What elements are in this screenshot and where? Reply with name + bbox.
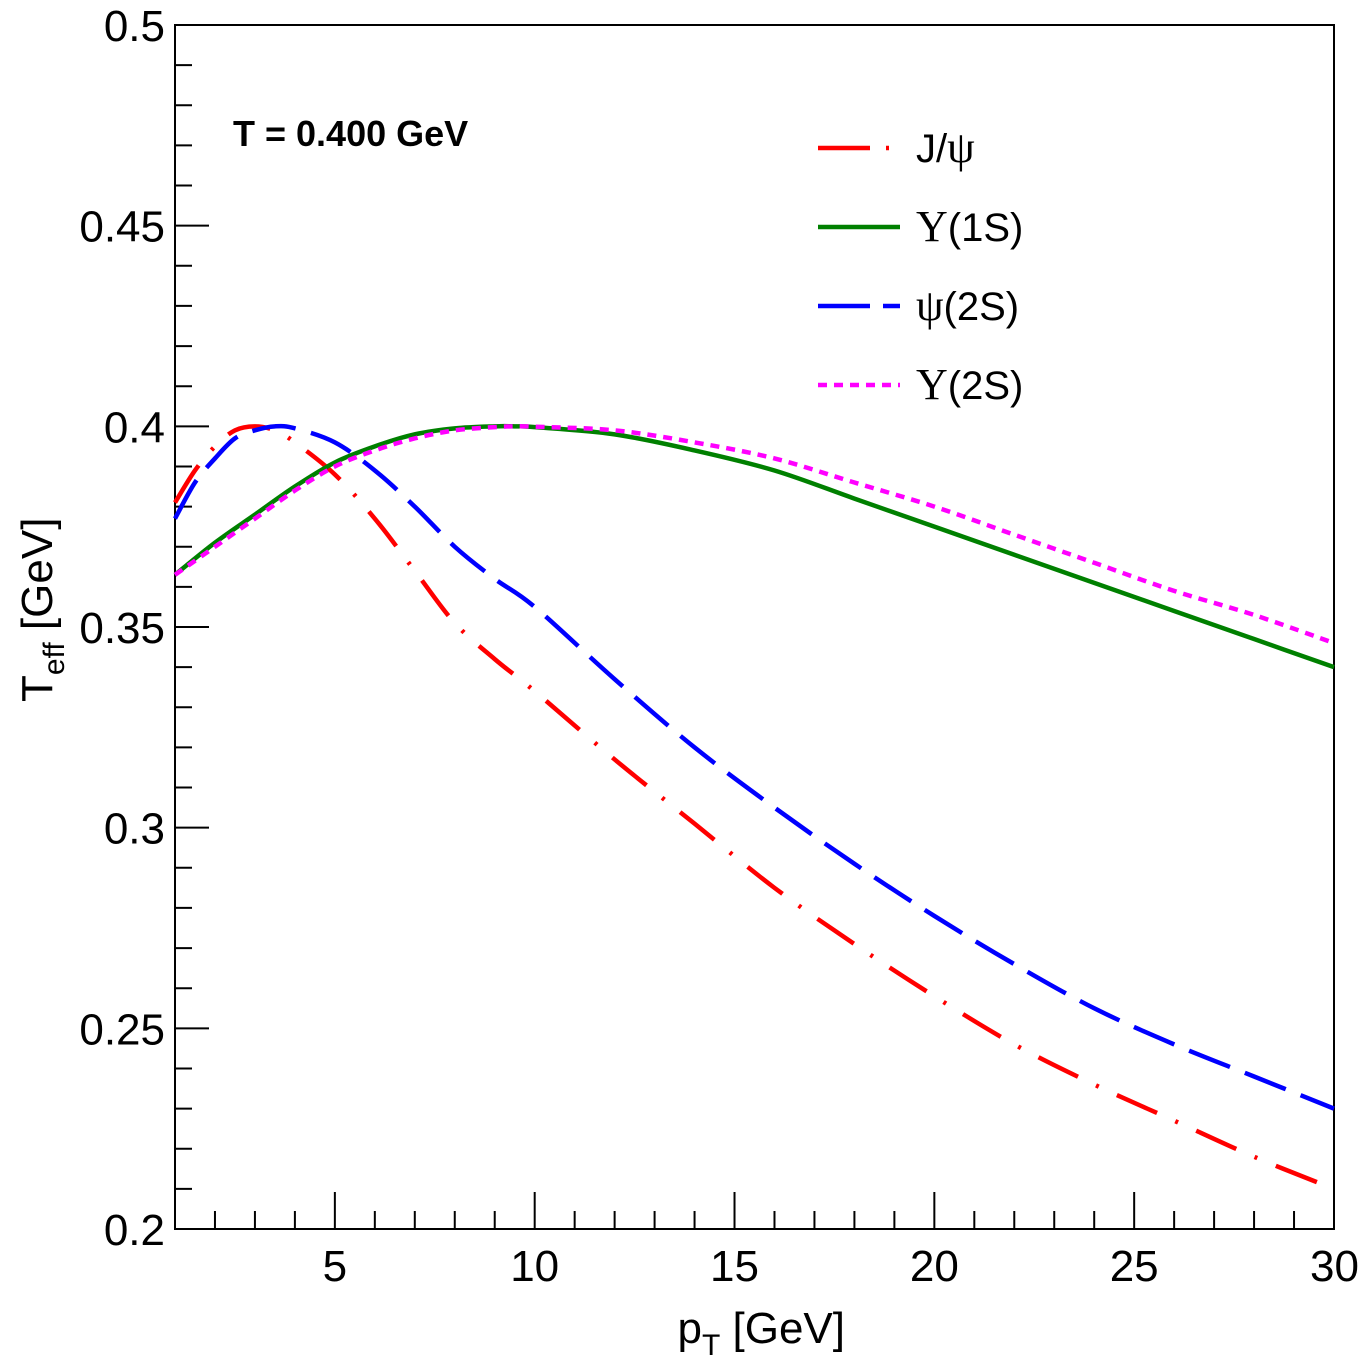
temperature-annotation: T = 0.400 GeV <box>233 113 468 154</box>
series-line-jpsi <box>173 424 1335 1191</box>
x-axis-title-unit: [GeV] <box>720 1304 845 1353</box>
y-tick-label: 0.5 <box>104 2 165 51</box>
series-lines <box>173 423 1335 1191</box>
y-tick-label: 0.4 <box>104 403 165 452</box>
x-axis-title-main: p <box>677 1304 701 1353</box>
x-axis-tick-labels: 5 10 15 20 25 30 <box>323 1242 1359 1291</box>
x-tick-label: 20 <box>910 1242 959 1291</box>
x-tick-label: 30 <box>1310 1242 1359 1291</box>
x-tick-label: 10 <box>510 1242 559 1291</box>
series-line-psi-2s <box>173 423 1335 1111</box>
y-tick-label: 0.2 <box>104 1206 165 1255</box>
y-tick-label: 0.35 <box>79 604 165 653</box>
y-axis-title: Teff [GeV] <box>13 518 71 702</box>
legend: J/ψΥ(1S)ψ(2S)Υ(2S) <box>818 123 1023 409</box>
x-axis-title: pT [GeV] <box>677 1304 845 1362</box>
y-axis-ticks <box>175 24 209 1230</box>
plot-frame <box>174 24 1335 1230</box>
y-axis-title-unit: [GeV] <box>13 518 62 643</box>
legend-label-upsilon-2s: Υ(2S) <box>916 360 1023 409</box>
legend-label-suffix: (1S) <box>948 206 1024 250</box>
series-line-upsilon-1s <box>173 423 1335 670</box>
legend-label-prefix: J/ <box>916 127 948 171</box>
y-tick-label: 0.45 <box>79 203 165 252</box>
legend-label-greek: Υ <box>916 202 948 251</box>
x-tick-label: 25 <box>1110 1242 1159 1291</box>
y-tick-label: 0.25 <box>79 1005 165 1054</box>
y-tick-label: 0.3 <box>104 805 165 854</box>
x-tick-label: 5 <box>323 1242 347 1291</box>
legend-label-greek: ψ <box>947 123 975 172</box>
legend-label-greek: ψ <box>916 281 944 330</box>
x-axis-title-sub: T <box>702 1329 720 1362</box>
y-axis-tick-labels: 0.2 0.25 0.3 0.35 0.4 0.45 0.5 <box>79 2 165 1255</box>
legend-label-jpsi: J/ψ <box>916 123 975 172</box>
legend-label-greek: Υ <box>916 360 948 409</box>
legend-label-suffix: (2S) <box>944 285 1020 329</box>
legend-label-psi-2s: ψ(2S) <box>916 281 1019 330</box>
legend-label-suffix: (2S) <box>948 364 1024 408</box>
x-axis-ticks <box>174 1192 1335 1229</box>
y-axis-title-main: T <box>13 675 62 702</box>
x-tick-label: 15 <box>710 1242 759 1291</box>
legend-label-upsilon-1s: Υ(1S) <box>916 202 1023 251</box>
y-axis-title-sub: eff <box>38 642 71 675</box>
series-line-upsilon-2s <box>173 424 1335 646</box>
